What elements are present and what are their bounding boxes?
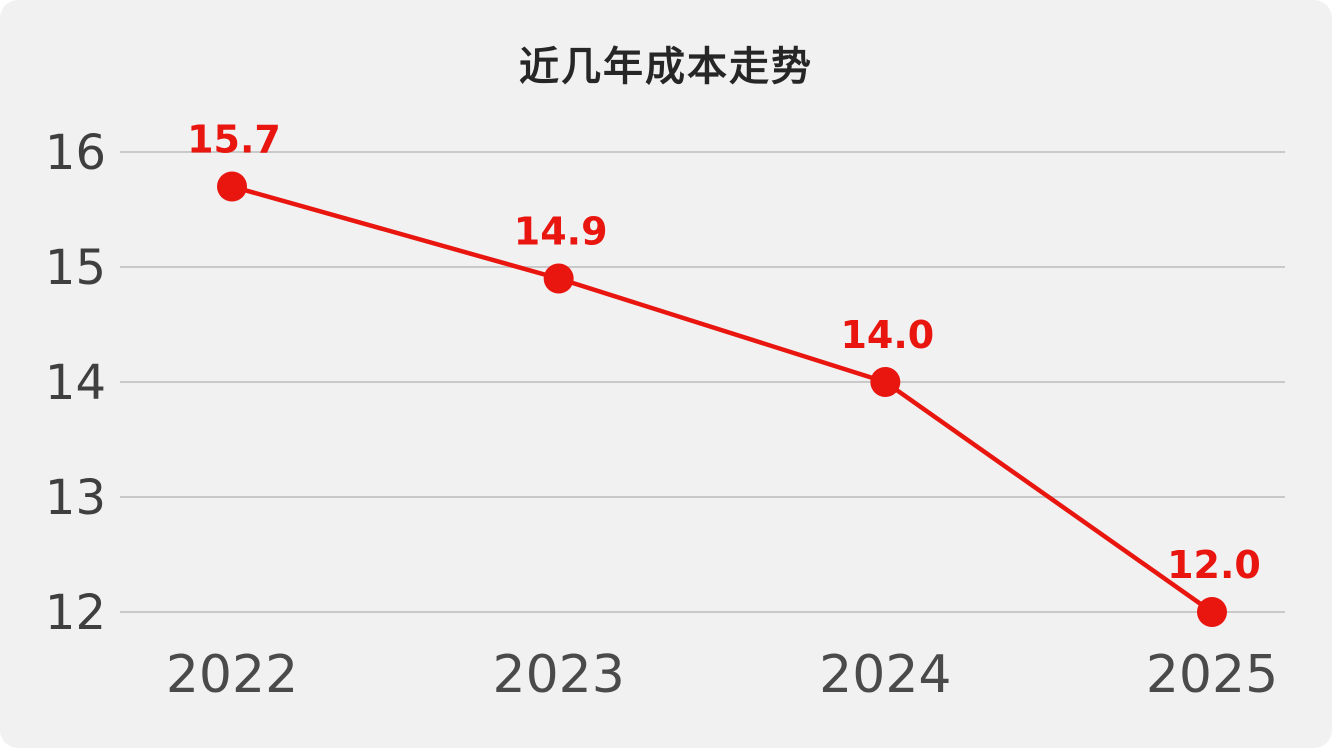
y-tick-label: 12 [45, 585, 106, 641]
data-point-label: 15.7 [187, 118, 281, 162]
data-point-label: 12.0 [1167, 543, 1261, 587]
y-tick-label: 13 [45, 470, 106, 526]
data-point-label: 14.0 [840, 313, 934, 357]
data-point-marker [1197, 597, 1227, 627]
data-point-marker [870, 367, 901, 397]
y-tick-label: 16 [45, 125, 106, 181]
data-point-label: 14.9 [514, 210, 608, 254]
x-axis-label: 2024 [819, 645, 951, 705]
y-tick-label: 14 [45, 355, 106, 411]
x-axis-label: 2023 [492, 645, 624, 705]
x-axis-label: 2025 [1146, 645, 1278, 705]
data-point-marker [217, 171, 247, 202]
series-line [229, 184, 1215, 615]
y-tick-label: 15 [45, 240, 106, 296]
x-axis-label: 2022 [166, 645, 298, 705]
data-point-marker [543, 263, 574, 294]
